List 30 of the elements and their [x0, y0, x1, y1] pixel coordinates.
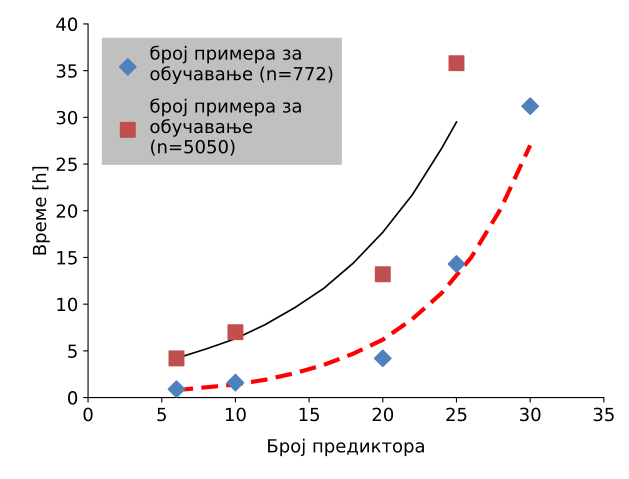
- point: [448, 255, 466, 273]
- x-tick-label: 25: [446, 408, 466, 422]
- point: [448, 55, 464, 72]
- point: [227, 324, 244, 340]
- y-tick-label: 20: [56, 204, 78, 218]
- point: [168, 380, 186, 398]
- point: [168, 350, 184, 366]
- x-tick-label: 35: [594, 408, 614, 422]
- y-tick-label: 30: [56, 110, 78, 124]
- x-tick-label: 15: [300, 408, 320, 422]
- y-axis-title: Време [h]: [32, 166, 50, 254]
- y-tick-label: 40: [56, 17, 78, 32]
- x-axis-title: Број предиктора: [268, 438, 424, 456]
- y-tick-label: 35: [56, 64, 77, 78]
- y-tick-label: 15: [57, 251, 77, 265]
- x-tick-label: 0: [84, 408, 93, 422]
- y-tick-label: 10: [57, 298, 78, 312]
- y-tick-label: 25: [56, 158, 77, 172]
- point: [374, 266, 391, 282]
- legend-label: број примера за обучавање (n=772): [150, 46, 332, 84]
- y-tick-label: 0: [68, 391, 78, 405]
- point: [374, 349, 392, 368]
- x-tick-label: 20: [372, 408, 394, 422]
- x-tick-label: 30: [520, 408, 540, 422]
- legend-label: број примера за обучавање (n=5050): [150, 98, 301, 156]
- x-tick-label: 10: [226, 408, 246, 422]
- point: [521, 97, 540, 116]
- y-tick-label: 5: [68, 344, 77, 358]
- x-tick-label: 5: [157, 408, 166, 422]
- point: [226, 374, 244, 392]
